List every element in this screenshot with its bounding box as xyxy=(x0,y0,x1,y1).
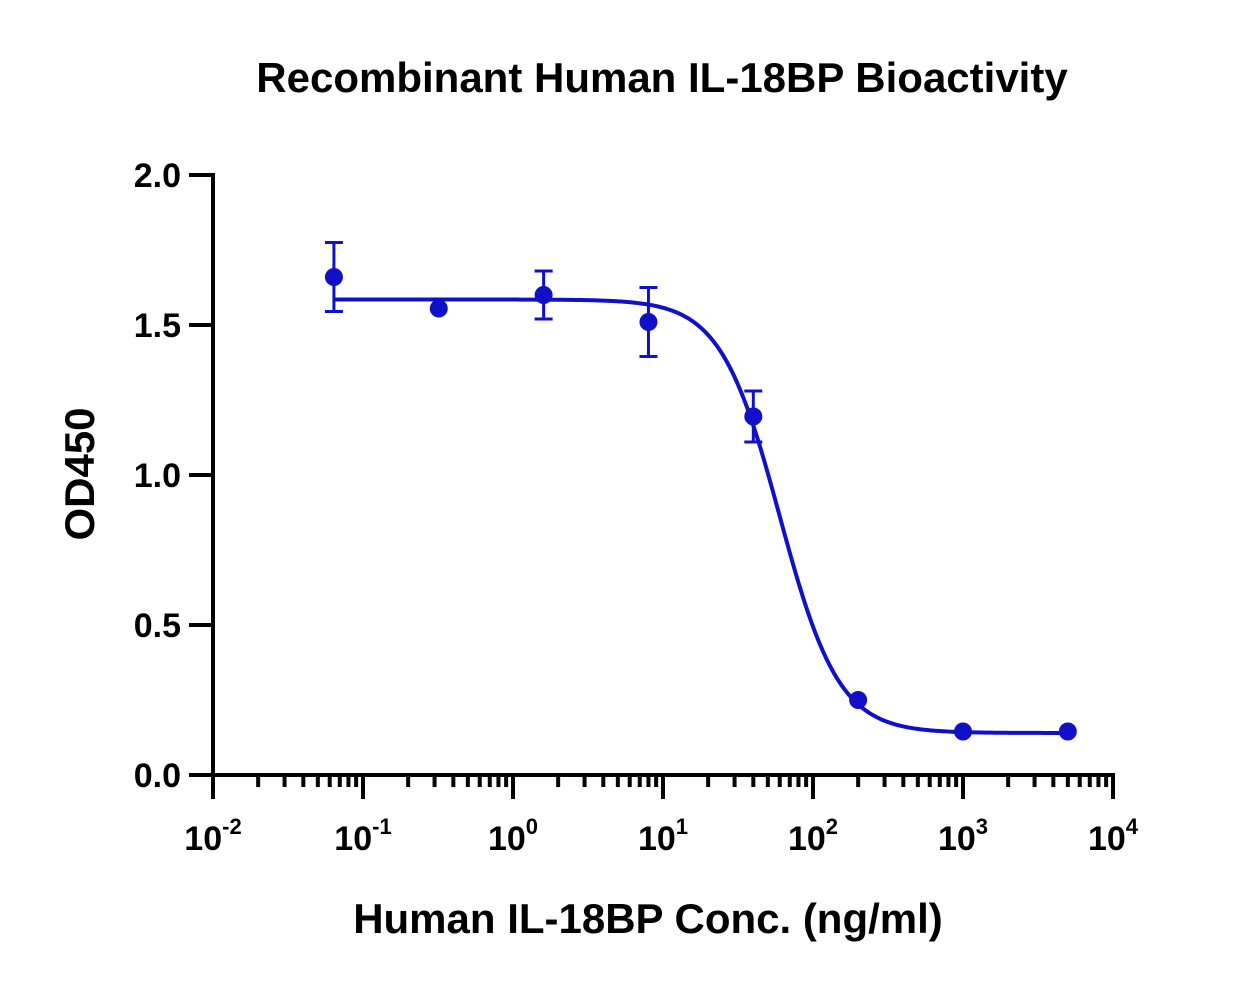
data-point xyxy=(534,286,553,304)
y-tick-label: 0.5 xyxy=(134,607,181,645)
y-tick-label: 2.0 xyxy=(134,157,181,195)
data-point xyxy=(1058,722,1077,741)
fit-curve-layer xyxy=(333,297,1068,735)
x-tick-label: 100 xyxy=(488,814,538,858)
data-point xyxy=(429,299,448,318)
data-point xyxy=(849,691,868,709)
y-axis-label: OD450 xyxy=(56,407,103,540)
data-point xyxy=(744,407,763,426)
x-tick-label: 103 xyxy=(938,814,988,858)
y-tick-label: 1.0 xyxy=(134,457,181,495)
x-tick-label: 102 xyxy=(788,814,838,858)
x-tick-label: 10-1 xyxy=(334,814,391,858)
x-tick-label: 10-2 xyxy=(184,814,241,858)
x-tick-label: 104 xyxy=(1088,814,1139,858)
chart-title: Recombinant Human IL-18BP Bioactivity xyxy=(256,54,1068,101)
x-axis-label: Human IL-18BP Conc. (ng/ml) xyxy=(353,895,943,942)
x-tick-label: 101 xyxy=(638,814,688,858)
data-point xyxy=(954,722,972,741)
fit-curve xyxy=(333,297,1068,735)
y-tick-label: 0.0 xyxy=(134,757,181,795)
axes: 0.0 0.5 1.0 1.5 2.0 10-2 10-1 100 101 102 103 104 xyxy=(134,157,1139,858)
data-point xyxy=(324,268,343,286)
data-point xyxy=(639,313,658,331)
y-tick-label: 1.5 xyxy=(134,307,181,345)
data-points-layer xyxy=(324,241,1077,741)
